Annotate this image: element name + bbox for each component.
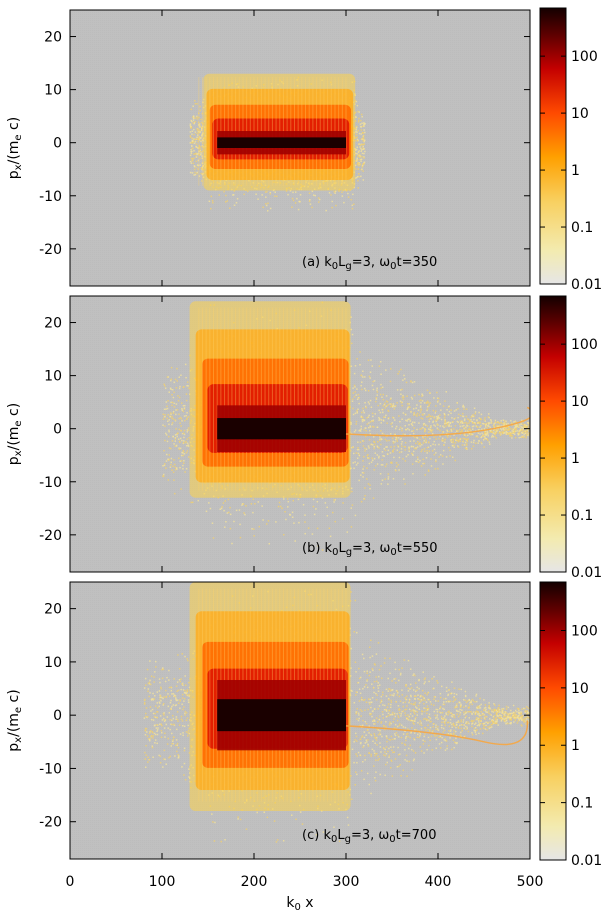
colorbar-tick-label: 1 [571,163,580,179]
y-axis-label: px/(me c) [6,117,24,179]
y-tick-label: 20 [44,30,62,46]
x-axis-label: k0 x [286,895,313,913]
colorbar-tick-label: 0.01 [571,853,602,869]
colorbar-scale [539,295,567,573]
y-tick-label: -10 [39,189,62,205]
panel-annotation: (a) k0Lg=3, ω0t=350 [302,255,437,272]
y-tick-label: 0 [53,708,62,724]
y-tick-label: 10 [44,369,62,385]
panel-annotation: (b) k0Lg=3, ω0t=550 [302,541,438,558]
y-axis-label: px/(me c) [6,689,24,751]
colorbar-tick-label: 0.01 [571,277,602,293]
colorbar-tick-label: 100 [571,623,598,639]
colorbar-tick-label: 1 [571,451,580,467]
colorbar: 0.01 0.1 1 10 100 [539,7,602,293]
colorbar-tick-label: 100 [571,337,598,353]
phase-space-distribution [189,73,366,212]
x-tick-label: 0 [66,874,75,890]
panel-b: -20 -10 0 10 20 px/(me c) (b) k0Lg=3, ω0t=550 0… [6,295,602,581]
colorbar-tick-label: 0.1 [571,508,593,524]
colorbar-tick-label: 0.1 [571,220,593,236]
phase-space-distribution [143,582,530,843]
y-tick-label: 20 [44,602,62,618]
y-tick-label: -20 [39,242,62,258]
colorbar-tick-label: 0.01 [571,565,602,581]
colorbar-tick-label: 0.1 [571,796,593,812]
y-tick-label: -10 [39,475,62,491]
colorbar: 0.01 0.1 1 10 100 [539,581,602,869]
y-tick-label: -10 [39,761,62,777]
panel-c: 0 100 200 300 400 500 -20 -10 0 10 20 px/(me c) (c) … [6,581,602,890]
y-tick-label: 0 [53,136,62,152]
colorbar-tick-label: 10 [571,681,589,697]
y-axis-label: px/(me c) [6,403,24,465]
x-tick-label: 200 [241,874,268,890]
colorbar: 0.01 0.1 1 10 100 [539,295,602,581]
colorbar-tick-label: 10 [571,394,589,410]
panel-a: -20 -10 0 10 20 px/(me c) (a) k0Lg=3, ω0t=350 0… [6,7,602,293]
phase-space-distribution [162,301,530,551]
colorbar-scale [539,581,567,861]
y-tick-label: 10 [44,83,62,99]
plot-frame [69,581,531,860]
colorbar-scale [539,7,567,285]
y-tick-label: 0 [53,422,62,438]
x-tick-label: 400 [425,874,452,890]
x-tick-label: 300 [333,874,360,890]
x-tick-label: 100 [149,874,176,890]
plot-frame [69,9,531,287]
colorbar-tick-label: 100 [571,49,598,65]
y-tick-label: 20 [44,316,62,332]
plot-frame [69,295,531,573]
colorbar-tick-label: 1 [571,738,580,754]
y-tick-label: -20 [39,815,62,831]
y-tick-label: 10 [44,655,62,671]
x-tick-label: 500 [517,874,544,890]
y-tick-label: -20 [39,528,62,544]
colorbar-tick-label: 10 [571,106,589,122]
panel-annotation: (c) k0Lg=3, ω0t=700 [302,828,436,845]
